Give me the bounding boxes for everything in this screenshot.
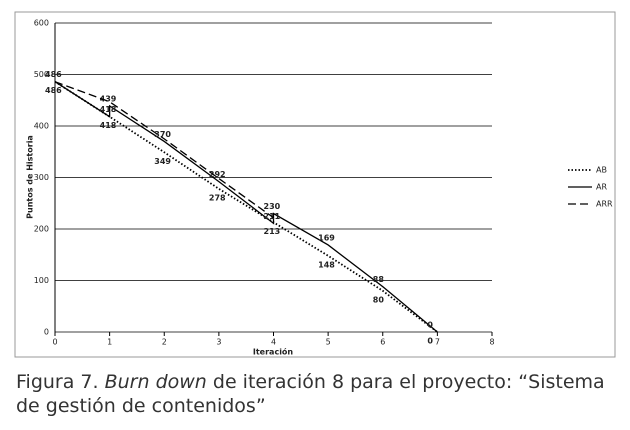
y-tick-label: 0 [44,328,49,337]
data-label: 0 [427,337,433,346]
x-tick-label: 4 [271,338,276,347]
data-label: 292 [209,170,226,179]
y-tick-label: 300 [34,173,49,182]
series-line [54,81,274,219]
chart: Iteración Puntos de Historia 01002003004… [14,11,616,358]
x-tick-label: 7 [435,338,440,347]
caption: Figura 7. Burn down de iteración 8 para … [16,370,616,418]
data-label: 486 [45,70,62,79]
y-tick-label: 200 [34,225,49,234]
legend-label: AR [596,183,607,192]
chart-frame [14,11,616,358]
x-tick-label: 1 [107,338,112,347]
caption-rest: de iteración 8 para el proyecto: “Sistem… [16,371,605,417]
data-label: 169 [318,233,335,242]
x-axis-title: Iteración [253,347,294,357]
data-label: 349 [154,157,171,166]
x-tick-label: 5 [326,338,331,347]
x-tick-label: 6 [380,338,385,347]
x-tick-label: 3 [216,338,221,347]
y-tick-label: 100 [34,276,49,285]
data-label: 213 [264,227,281,236]
x-tick-label: 8 [489,338,494,347]
data-label: 88 [373,275,385,284]
caption-italic: Burn down [104,371,207,393]
y-tick-label: 600 [34,19,49,28]
legend-label: ARR [596,200,613,209]
data-label: 418 [100,105,117,114]
data-label: 80 [373,295,385,304]
data-label: 370 [154,130,171,139]
y-tick-label: 500 [34,70,49,79]
data-label: 230 [264,202,281,211]
legend-label: AB [596,166,607,175]
x-tick-label: 0 [52,338,57,347]
data-label: 439 [100,94,117,103]
caption-lead: Figura 7. [16,371,105,393]
y-axis-title: Puntos de Historia [26,135,35,219]
data-label: 486 [45,86,62,95]
y-tick-label: 400 [34,122,49,131]
data-label: 278 [209,193,226,202]
data-label: 0 [427,321,433,330]
data-label: 418 [100,121,117,130]
x-tick-label: 2 [162,338,167,347]
series-line [54,81,438,333]
data-label: 148 [318,260,335,269]
series-line [54,80,438,333]
